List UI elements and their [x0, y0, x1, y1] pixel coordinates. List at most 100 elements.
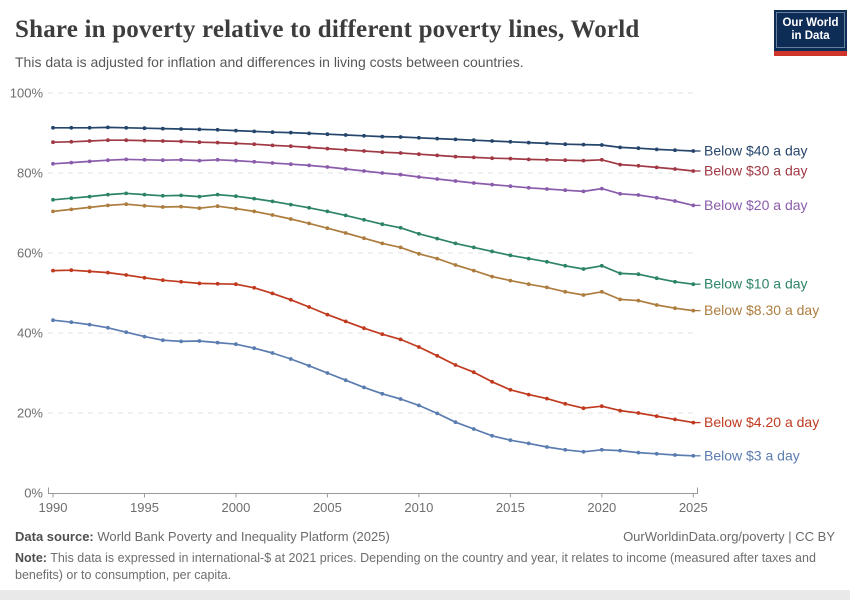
license-link[interactable]: OurWorldinData.org/poverty | CC BY [623, 529, 835, 544]
data-point[interactable] [179, 127, 184, 131]
data-point[interactable] [618, 408, 622, 413]
data-point[interactable] [288, 217, 293, 221]
data-point[interactable] [179, 204, 184, 209]
data-point[interactable] [471, 427, 476, 431]
data-point[interactable] [398, 225, 403, 230]
data-point[interactable] [197, 158, 202, 163]
data-point[interactable] [654, 303, 659, 307]
data-point[interactable] [490, 433, 494, 438]
data-point[interactable] [581, 406, 586, 411]
data-point[interactable] [545, 141, 549, 146]
data-point[interactable] [673, 417, 677, 422]
data-point[interactable] [51, 209, 55, 214]
data-point[interactable] [673, 279, 677, 284]
data-point[interactable] [343, 133, 348, 137]
data-point[interactable] [179, 157, 184, 162]
data-point[interactable] [124, 191, 129, 196]
data-point[interactable] [106, 203, 110, 208]
data-point[interactable] [599, 143, 604, 147]
data-point[interactable] [142, 126, 147, 131]
data-point[interactable] [51, 268, 55, 273]
series-line-below-40-a-day[interactable] [53, 126, 694, 152]
data-point[interactable] [288, 144, 293, 149]
data-point[interactable] [398, 151, 403, 155]
data-point[interactable] [197, 206, 202, 211]
data-point[interactable] [362, 217, 366, 222]
data-point[interactable] [252, 346, 257, 351]
data-point[interactable] [417, 175, 421, 179]
data-point[interactable] [417, 345, 421, 349]
data-point[interactable] [599, 404, 604, 409]
data-point[interactable] [234, 194, 238, 199]
data-point[interactable] [51, 140, 55, 145]
data-point[interactable] [51, 125, 55, 130]
data-point[interactable] [526, 157, 531, 162]
data-point[interactable] [654, 147, 659, 152]
data-point[interactable] [124, 125, 129, 130]
data-point[interactable] [142, 203, 147, 208]
data-point[interactable] [124, 202, 129, 207]
data-point[interactable] [545, 259, 549, 264]
data-point[interactable] [234, 141, 238, 146]
data-point[interactable] [179, 279, 184, 284]
series-line-below-4-20-a-day[interactable] [52, 269, 694, 424]
data-point[interactable] [435, 353, 440, 358]
data-point[interactable] [160, 126, 165, 131]
data-point[interactable] [654, 276, 659, 281]
data-point[interactable] [599, 289, 604, 294]
data-point[interactable] [106, 270, 110, 275]
data-point[interactable] [398, 337, 403, 342]
data-point[interactable] [526, 282, 531, 287]
data-point[interactable] [691, 308, 696, 313]
data-point[interactable] [618, 297, 622, 302]
data-point[interactable] [343, 378, 348, 383]
data-point[interactable] [124, 138, 129, 143]
data-point[interactable] [234, 158, 238, 163]
data-point[interactable] [215, 157, 220, 162]
data-point[interactable] [618, 191, 622, 196]
data-point[interactable] [471, 155, 476, 160]
data-point[interactable] [417, 251, 421, 256]
data-point[interactable] [453, 179, 458, 183]
data-point[interactable] [618, 271, 622, 276]
data-point[interactable] [654, 195, 659, 200]
data-point[interactable] [581, 293, 586, 297]
data-point[interactable] [69, 320, 74, 325]
data-point[interactable] [234, 282, 238, 287]
data-point[interactable] [453, 263, 458, 267]
data-point[interactable] [545, 285, 549, 290]
data-point[interactable] [106, 138, 110, 143]
data-point[interactable] [417, 135, 421, 140]
data-point[interactable] [508, 253, 513, 258]
data-point[interactable] [398, 135, 403, 139]
data-point[interactable] [545, 445, 549, 449]
data-point[interactable] [636, 298, 641, 303]
data-point[interactable] [599, 157, 604, 162]
data-point[interactable] [508, 184, 513, 189]
series-points-below-30-a-day[interactable] [51, 138, 696, 173]
data-point[interactable] [636, 450, 641, 455]
data-point[interactable] [160, 205, 165, 209]
data-point[interactable] [270, 130, 275, 135]
data-point[interactable] [270, 199, 275, 204]
data-point[interactable] [453, 137, 458, 142]
data-point[interactable] [508, 156, 513, 161]
data-point[interactable] [691, 203, 696, 208]
data-point[interactable] [234, 128, 238, 133]
data-point[interactable] [197, 194, 202, 199]
data-point[interactable] [252, 159, 257, 164]
data-point[interactable] [435, 236, 440, 241]
data-point[interactable] [307, 205, 311, 210]
data-point[interactable] [435, 256, 440, 261]
data-point[interactable] [563, 447, 568, 452]
data-point[interactable] [471, 370, 476, 375]
series-points-below-40-a-day[interactable] [51, 125, 696, 153]
data-point[interactable] [618, 145, 622, 150]
data-point[interactable] [288, 162, 293, 167]
series-line-below-3-a-day[interactable] [52, 319, 694, 457]
data-point[interactable] [288, 297, 293, 302]
data-point[interactable] [581, 142, 586, 147]
data-point[interactable] [87, 269, 92, 274]
data-point[interactable] [563, 158, 568, 163]
series-points-below-8-30-a-day[interactable] [51, 202, 696, 313]
